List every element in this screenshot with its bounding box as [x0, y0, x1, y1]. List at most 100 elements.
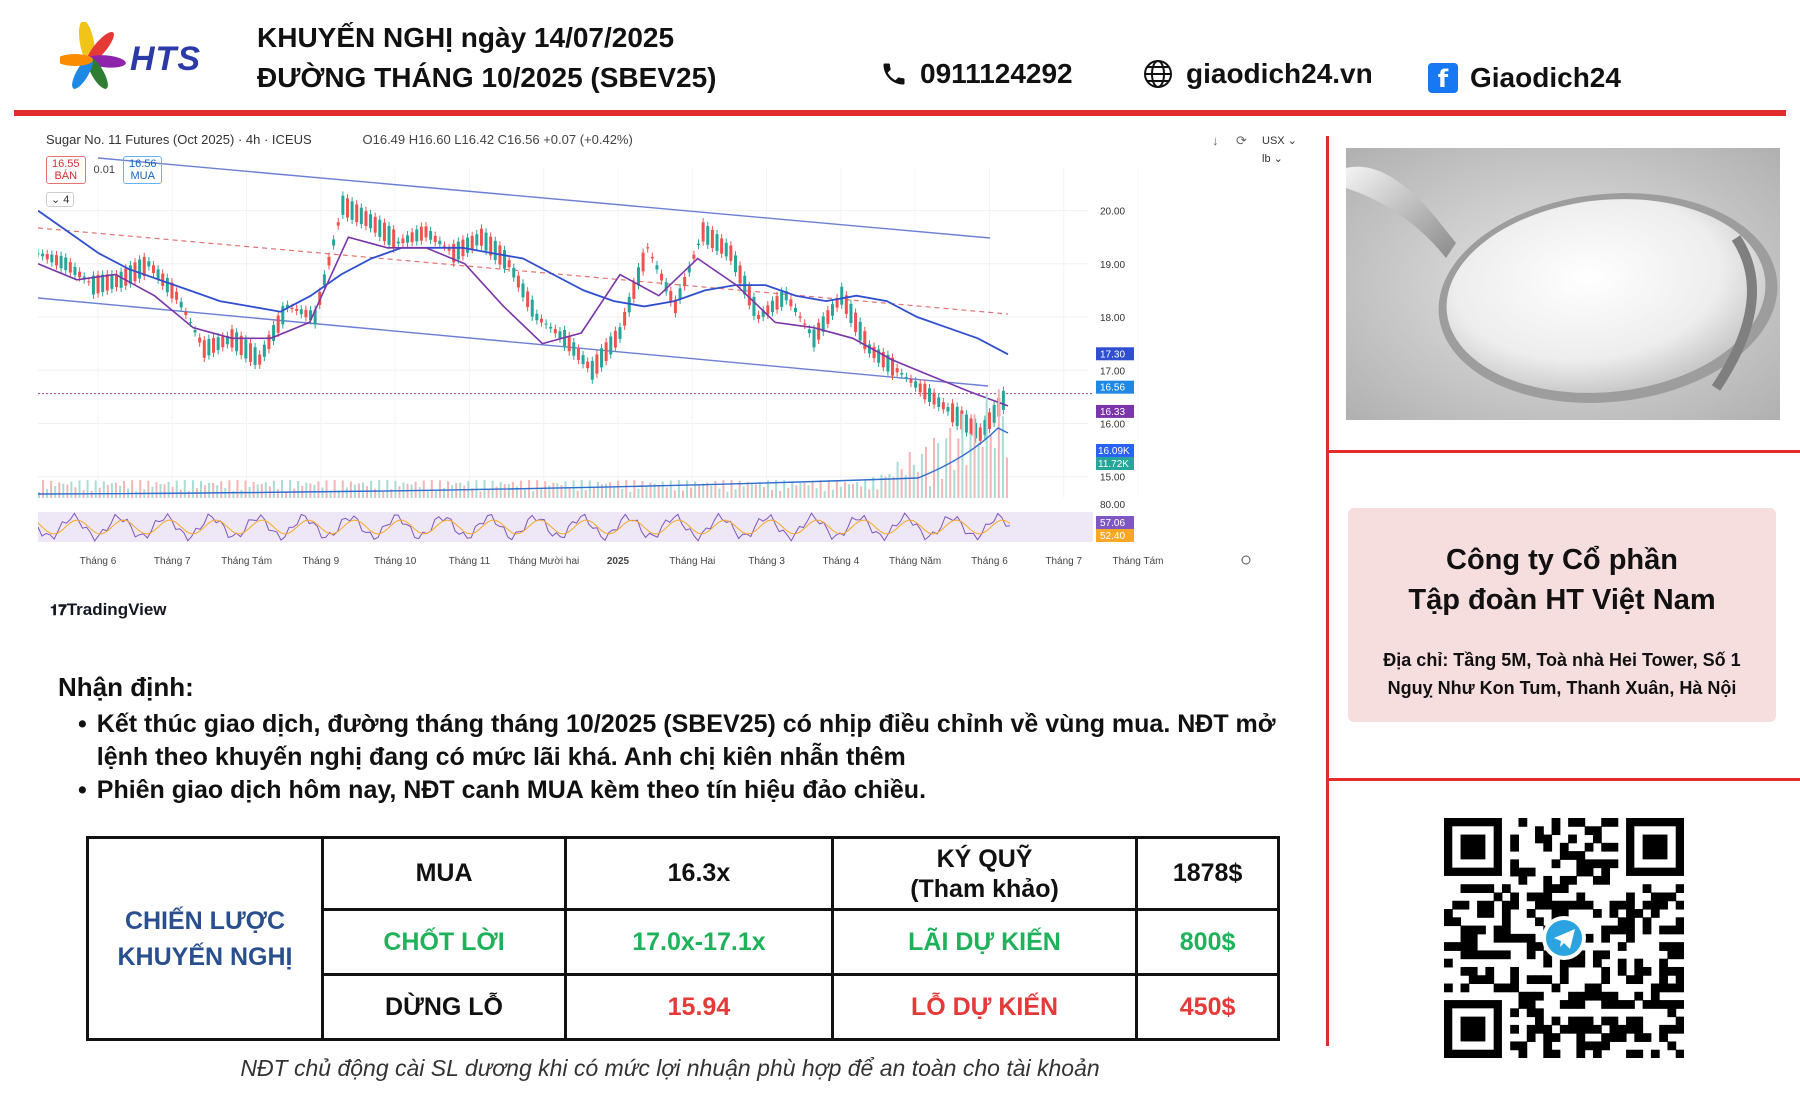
- sell-button[interactable]: 16.55 BÁN: [46, 156, 86, 184]
- volume-bar: [811, 481, 814, 498]
- unit-select[interactable]: lb ⌄: [1262, 153, 1283, 165]
- candle-body: [895, 368, 899, 373]
- qr-module: [1609, 900, 1619, 910]
- volume-bar: [706, 482, 709, 498]
- qr-module: [1601, 1041, 1611, 1051]
- volume-bar: [38, 492, 40, 498]
- volume-bar: [398, 486, 401, 498]
- currency-select[interactable]: USX ⌄: [1262, 135, 1297, 147]
- phone-number: 0911124292: [920, 58, 1073, 89]
- candle-body: [276, 315, 280, 333]
- indicators-toggle[interactable]: ⌄ 4: [46, 192, 75, 207]
- x-tick-label: Tháng Mười hai: [508, 556, 579, 567]
- qr-module: [1659, 966, 1668, 976]
- volume-bar: [183, 480, 186, 498]
- phone-contact[interactable]: 0911124292: [880, 58, 1073, 90]
- volume-bar: [937, 442, 940, 498]
- qr-module: [1609, 859, 1619, 869]
- candle-body: [207, 339, 211, 356]
- qr-module: [1576, 859, 1586, 869]
- candle-body: [840, 286, 844, 305]
- candle-body: [359, 207, 363, 225]
- volume-bar: [479, 491, 482, 498]
- qr-module: [1510, 1008, 1519, 1018]
- qr-module: [1460, 900, 1470, 910]
- qr-module: [1667, 925, 1677, 935]
- qr-module: [1617, 900, 1627, 910]
- qr-module: [1592, 983, 1602, 993]
- qr-module: [1468, 966, 1478, 976]
- candle-body: [78, 271, 82, 278]
- qr-module: [1584, 1041, 1594, 1051]
- candle-body: [904, 376, 908, 378]
- candle-body: [355, 204, 359, 223]
- qr-module: [1543, 950, 1553, 960]
- volume-bar: [835, 480, 838, 498]
- volume-bar: [981, 447, 984, 498]
- candle-body: [179, 301, 183, 308]
- price-chart[interactable]: 20.00 19.00 18.00 17.00 16.00 15.00 Tháng 6 Thá…: [36, 128, 1316, 656]
- qr-module: [1468, 933, 1478, 943]
- qr-module: [1477, 909, 1486, 918]
- candle-body: [646, 247, 650, 249]
- qr-module: [1576, 958, 1586, 968]
- candle-body: [609, 336, 613, 355]
- volume-bar: [418, 487, 421, 498]
- volume-bar: [74, 487, 77, 498]
- candle-body: [267, 334, 271, 349]
- candle-body: [549, 326, 553, 329]
- telegram-qr-code[interactable]: [1444, 818, 1685, 1059]
- candle-body: [493, 240, 497, 261]
- qr-module: [1535, 892, 1544, 902]
- rsi-axis-label: 52.40: [1100, 531, 1125, 542]
- qr-module: [1510, 842, 1519, 852]
- download-icon[interactable]: ↓: [1212, 133, 1219, 148]
- strategy-label-2: KHUYẾN NGHỊ: [117, 942, 293, 971]
- volume-bar: [524, 489, 526, 498]
- candle-body: [41, 253, 45, 257]
- price-axis-tag: [1096, 380, 1134, 394]
- volume-bar: [244, 480, 247, 498]
- volume-bar: [807, 485, 810, 498]
- candle-body: [281, 306, 285, 325]
- fullscreen-icon[interactable]: ⟳: [1236, 133, 1247, 148]
- qr-module: [1659, 1024, 1668, 1034]
- qr-module: [1468, 975, 1478, 985]
- website-contact[interactable]: giaodich24.vn: [1142, 58, 1373, 90]
- candle-body: [489, 236, 493, 256]
- x-tick-label: Tháng Tám: [221, 556, 272, 567]
- volume-bar: [66, 484, 69, 498]
- candle-body: [863, 331, 867, 350]
- qr-module: [1626, 925, 1635, 935]
- candle-body: [544, 323, 548, 325]
- candle-body: [105, 274, 109, 291]
- facebook-contact[interactable]: f Giaodich24: [1428, 62, 1621, 94]
- qr-module: [1535, 900, 1544, 910]
- qr-module: [1626, 1000, 1635, 1009]
- qr-module: [1601, 875, 1611, 885]
- candle-body: [867, 344, 871, 354]
- qr-module: [1551, 859, 1561, 869]
- qr-module: [1510, 834, 1519, 844]
- x-tick-label: Tháng Tám: [1113, 556, 1164, 567]
- qr-module: [1609, 842, 1619, 852]
- expected-loss-value: 450$: [1135, 973, 1280, 1041]
- volume-bar: [212, 483, 215, 498]
- volume-bar: [876, 489, 879, 498]
- x-tick-label: Tháng 7: [154, 556, 191, 567]
- qr-module: [1501, 909, 1511, 918]
- qr-module: [1576, 1049, 1586, 1059]
- volume-bar: [394, 480, 397, 498]
- candle-body: [466, 237, 470, 253]
- x-tick-label: Tháng 6: [971, 556, 1008, 567]
- volume-bar: [289, 480, 292, 498]
- qr-module: [1576, 1000, 1586, 1009]
- volume-bar: [159, 483, 162, 498]
- qr-module: [1501, 925, 1511, 935]
- volume-bar: [843, 481, 846, 498]
- spread: 0.01: [93, 164, 115, 176]
- qr-module: [1584, 826, 1594, 836]
- candle-body: [364, 211, 368, 227]
- buy-button[interactable]: 16.56 MUA: [122, 156, 163, 184]
- volume-bar: [1001, 416, 1004, 498]
